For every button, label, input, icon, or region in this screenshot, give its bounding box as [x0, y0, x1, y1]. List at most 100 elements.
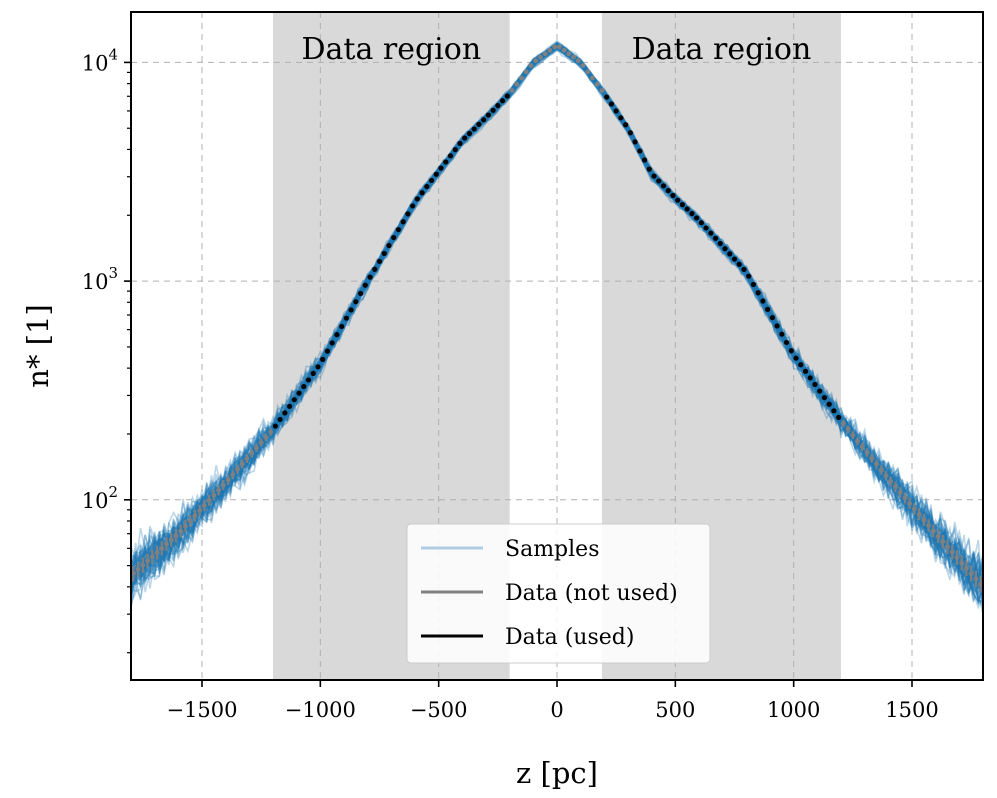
sample-curve — [131, 42, 983, 592]
data-point-used — [727, 251, 733, 257]
data-point-used — [353, 299, 359, 305]
data-point-used — [646, 166, 652, 172]
data-point-not-used — [945, 544, 950, 550]
data-point-used — [466, 130, 473, 137]
x-axis-title: z [pc] — [516, 756, 598, 790]
data-point-used — [433, 171, 439, 177]
data-point-not-used — [907, 500, 913, 506]
data-point-used — [471, 126, 477, 132]
data-point-not-used — [168, 537, 174, 543]
data-point-used — [703, 225, 709, 231]
data-point-not-used — [921, 517, 927, 523]
sample-curve — [131, 44, 983, 603]
data-point-not-used — [220, 482, 226, 488]
sample-curve — [131, 42, 983, 589]
sample-curve — [131, 40, 983, 606]
data-point-used — [618, 115, 624, 121]
data-point-used — [689, 210, 695, 217]
data-point-used — [798, 362, 804, 368]
data-point-used — [372, 266, 378, 272]
data-point-not-used — [959, 560, 965, 566]
data-point-used — [428, 177, 435, 184]
data-point-used — [343, 315, 349, 321]
sample-curve — [131, 43, 983, 594]
data-point-not-used — [566, 51, 572, 57]
data-point-not-used — [552, 44, 558, 50]
sample-curve — [131, 43, 983, 594]
data-point-not-used — [859, 444, 865, 450]
data-regions — [273, 12, 841, 680]
data-point-used — [807, 375, 813, 381]
sample-curve — [131, 43, 983, 587]
data-point-not-used — [590, 75, 595, 81]
data-point-not-used — [230, 472, 236, 477]
data-point-not-used — [519, 75, 524, 81]
data-point-not-used — [178, 528, 184, 534]
data-point-used — [362, 282, 368, 288]
data-point-used — [712, 235, 719, 241]
data-point-not-used — [225, 477, 231, 483]
grid-lines — [131, 12, 983, 680]
data-point-used — [750, 281, 757, 288]
data-point-used — [632, 139, 638, 145]
data-point-used — [698, 220, 704, 226]
data-point-used — [277, 416, 283, 423]
data-point-used — [656, 178, 662, 184]
data-point-used — [447, 153, 454, 159]
data-point-used — [604, 94, 610, 100]
data-point-used — [315, 364, 321, 370]
data-point-used — [608, 101, 615, 107]
data-region-label-2: Data region — [632, 32, 812, 67]
data-point-not-used — [159, 545, 165, 551]
data-point-used — [836, 414, 842, 421]
data-point-used — [817, 388, 823, 394]
data-point-used — [329, 340, 335, 346]
sample-curve — [131, 42, 983, 609]
data-point-not-used — [930, 528, 936, 534]
data-point-not-used — [594, 81, 600, 87]
data-point-not-used — [585, 69, 591, 75]
data-point-not-used — [523, 69, 529, 75]
data-point-not-used — [135, 566, 141, 572]
x-tick-label: 500 — [655, 698, 695, 722]
sample-curve — [131, 42, 983, 591]
legend-label-data-used: Data (used) — [505, 625, 634, 650]
data-point-used — [367, 274, 373, 280]
data-point-not-used — [533, 58, 539, 64]
data-point-used — [774, 323, 780, 329]
data-point-not-used — [964, 565, 969, 571]
data-point-used — [802, 368, 809, 374]
data-point-not-used — [911, 506, 917, 512]
data-point-used — [769, 314, 775, 321]
data-region-label-1: Data region — [301, 32, 481, 67]
data-point-used — [400, 219, 406, 225]
data-point-used — [755, 290, 761, 296]
data-point-not-used — [258, 440, 264, 446]
data-point-not-used — [888, 478, 894, 484]
region-labels: Data region Data region — [301, 32, 811, 67]
data-point-used — [376, 258, 383, 264]
data-point-used — [783, 339, 790, 346]
data-point-not-used — [216, 487, 221, 493]
data-point-not-used — [192, 513, 198, 519]
data-point-used — [357, 290, 364, 297]
sample-curve — [131, 44, 983, 610]
data-point-not-used — [926, 523, 931, 528]
sample-curve — [131, 42, 983, 605]
sample-curve — [131, 42, 983, 604]
data-point-used — [381, 250, 387, 257]
data-point-used — [670, 192, 676, 199]
data-point-not-used — [878, 467, 884, 473]
data-point-not-used — [197, 508, 203, 514]
data-point-not-used — [571, 54, 576, 60]
data-point-used — [708, 230, 714, 236]
x-tick-label: 1000 — [767, 698, 820, 722]
sample-curve — [131, 41, 983, 595]
sample-curve — [131, 47, 983, 605]
data-point-used — [722, 246, 728, 252]
sample-curve — [131, 47, 983, 601]
sample-curve — [131, 43, 983, 582]
sample-curve — [131, 46, 983, 604]
sample-curve — [131, 43, 983, 587]
